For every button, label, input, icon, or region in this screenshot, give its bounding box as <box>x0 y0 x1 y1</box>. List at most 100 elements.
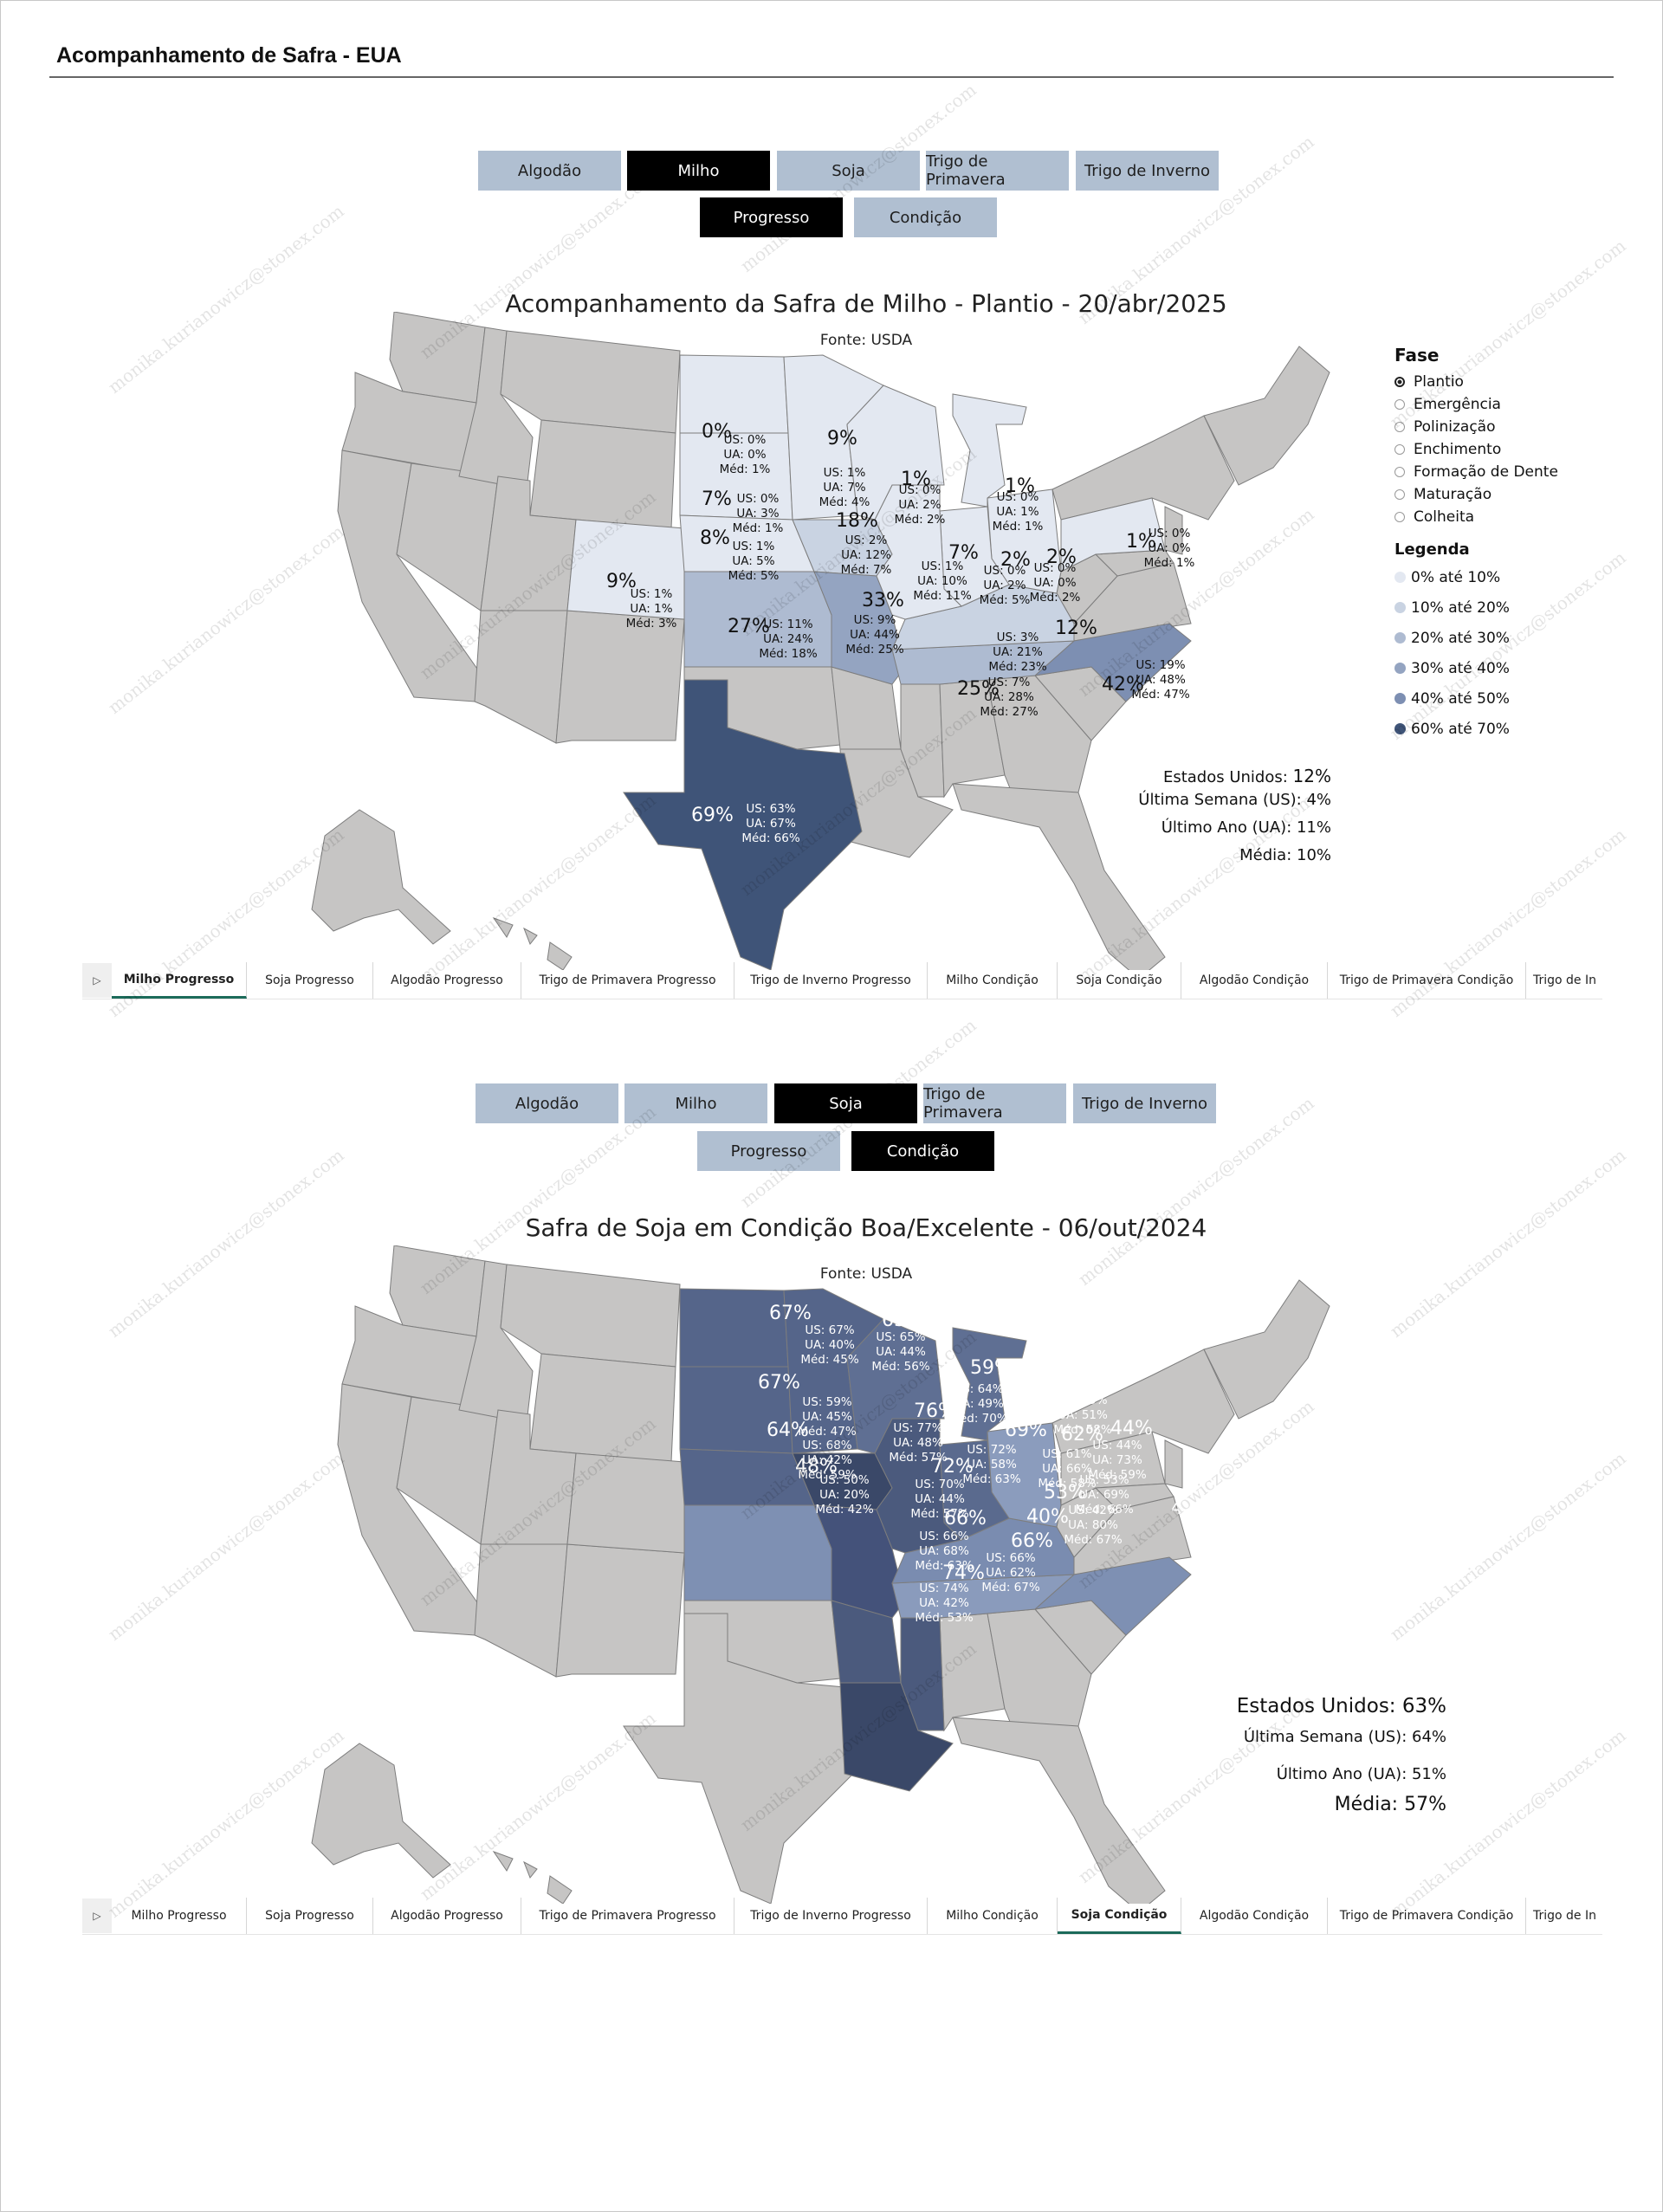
crop-button-trigo-inverno[interactable]: Trigo de Inverno <box>1076 151 1219 191</box>
summary-last-year: Último Ano (UA): 51% <box>1276 1765 1446 1783</box>
crop-button-milho[interactable]: Milho <box>624 1083 767 1123</box>
phase-label: Emergência <box>1414 396 1501 413</box>
tab-milho-condicao[interactable]: Milho Condição <box>928 962 1058 999</box>
state-detail-us: US: 61% <box>1042 1447 1091 1461</box>
state-detail-us: US: 66% <box>919 1530 968 1543</box>
tab-trigo-de-primavera-condicao[interactable]: Trigo de Primavera Condição <box>1328 1898 1526 1934</box>
state-value-sd: 7% <box>702 488 732 510</box>
state-detail-med: Méd: 18% <box>759 647 818 661</box>
state-value-mn: 9% <box>827 428 857 450</box>
state-detail-us: US: 0% <box>997 490 1039 504</box>
tab-trigo-de-inverno-progresso[interactable]: Trigo de Inverno Progresso <box>734 1898 928 1934</box>
crop-button-trigo-inverno[interactable]: Trigo de Inverno <box>1073 1083 1216 1123</box>
state-detail-med: Méd: 3% <box>626 617 677 631</box>
mode-button-condicao[interactable]: Condição <box>854 197 997 237</box>
state-detail-us: US: 0% <box>984 564 1026 578</box>
tab-trigo-de-primavera-progresso[interactable]: Trigo de Primavera Progresso <box>521 962 734 999</box>
state-detail-ua: UA: 73% <box>1092 1453 1142 1467</box>
state-value-mo: 72% <box>931 1456 974 1478</box>
swatch-icon <box>1394 572 1406 583</box>
phase-option-colheita[interactable]: Colheita <box>1394 506 1620 528</box>
tab-trigo-de-primavera-condicao[interactable]: Trigo de Primavera Condição <box>1328 962 1526 999</box>
legend-bin: 30% até 40% <box>1394 653 1620 683</box>
phase-option-maturacao[interactable]: Maturação <box>1394 483 1620 506</box>
state-detail-ua: UA: 0% <box>1033 576 1076 590</box>
phase-option-enchimento[interactable]: Enchimento <box>1394 438 1620 461</box>
tab-trigo-de-primavera-progresso[interactable]: Trigo de Primavera Progresso <box>521 1898 734 1934</box>
tab-scroll-play-icon[interactable]: ▷ <box>82 1898 112 1933</box>
state-detail-med: Méd: 66% <box>741 831 800 845</box>
tab-soja-progresso[interactable]: Soja Progresso <box>247 962 373 999</box>
state-detail-ua: UA: 1% <box>630 602 672 616</box>
state-detail-med: Méd: 25% <box>845 643 904 656</box>
tab-trigo-de-inverno-progresso[interactable]: Trigo de Inverno Progresso <box>734 962 928 999</box>
state-detail-us: US: 19% <box>1136 658 1185 672</box>
tab-algodao-progresso[interactable]: Algodão Progresso <box>373 1898 521 1934</box>
state-detail-med: Méd: 58% <box>1053 1423 1112 1437</box>
legend-bin: 10% até 20% <box>1394 592 1620 623</box>
tab-soja-condicao[interactable]: Soja Condição <box>1058 962 1181 999</box>
state-detail-ua: UA: 62% <box>1196 1510 1246 1523</box>
tab-scroll-play-icon[interactable]: ▷ <box>82 963 112 998</box>
legend-bin: 60% até 70% <box>1394 714 1620 744</box>
state-detail-us: US: 66% <box>986 1551 1035 1565</box>
crop-button-trigo-primavera[interactable]: Trigo de Primavera <box>926 151 1069 191</box>
tab-trigo-de-in[interactable]: Trigo de In <box>1526 1898 1602 1934</box>
state-detail-ua: UA: 0% <box>723 448 766 462</box>
state-value-sd: 67% <box>758 1372 800 1394</box>
tab-algodao-condicao[interactable]: Algodão Condição <box>1181 1898 1328 1934</box>
phase-option-formacao-dente[interactable]: Formação de Dente <box>1394 461 1620 483</box>
state-md <box>1094 1483 1174 1510</box>
summary-us-value: 63% <box>1401 1695 1446 1717</box>
legend-bin: 20% até 30% <box>1394 623 1620 653</box>
phase-option-polinizacao[interactable]: Polinização <box>1394 416 1620 438</box>
state-detail-ua: UA: 10% <box>917 574 967 588</box>
state-detail-ua: UA: 24% <box>763 632 813 646</box>
state-value-in: 62% <box>1061 1424 1103 1446</box>
state-value-oh: 44% <box>1110 1418 1153 1439</box>
crop-button-milho[interactable]: Milho <box>627 151 770 191</box>
phase-option-plantio[interactable]: Plantio <box>1394 371 1620 393</box>
state-detail-us: US: 68% <box>802 1439 851 1452</box>
state-ne_eng <box>1203 1279 1330 1420</box>
phase-label: Polinização <box>1414 418 1496 436</box>
state-detail-ua: UA: 48% <box>1136 673 1186 687</box>
state-detail-us: US: 0% <box>737 492 780 506</box>
state-detail-ua: UA: 69% <box>1079 1488 1129 1502</box>
state-detail-med: Méd: 2% <box>1030 591 1081 605</box>
state-value-wi: 1% <box>901 469 931 490</box>
crop-button-soja[interactable]: Soja <box>774 1083 917 1123</box>
phase-option-emergencia[interactable]: Emergência <box>1394 393 1620 416</box>
tab-algodao-condicao[interactable]: Algodão Condição <box>1181 962 1328 999</box>
tab-trigo-de-in[interactable]: Trigo de In <box>1526 962 1602 999</box>
summary-us-label: Estados Unidos: <box>1162 768 1288 786</box>
state-az <box>474 1543 568 1678</box>
state-value-nc: 46% <box>1171 1497 1213 1519</box>
state-value-la: 74% <box>942 1562 985 1584</box>
mode-button-progresso[interactable]: Progresso <box>697 1131 840 1171</box>
mode-button-progresso[interactable]: Progresso <box>700 197 843 237</box>
legend-bin: 0% até 10% <box>1394 562 1620 592</box>
crop-button-soja[interactable]: Soja <box>777 151 920 191</box>
tab-soja-condicao[interactable]: Soja Condição <box>1058 1898 1181 1934</box>
state-detail-med: Méd: 56% <box>871 1360 930 1374</box>
tab-milho-condicao[interactable]: Milho Condição <box>928 1898 1058 1934</box>
tab-algodao-progresso[interactable]: Algodão Progresso <box>373 962 521 999</box>
radio-icon <box>1394 467 1405 477</box>
state-fl <box>952 1717 1166 1904</box>
state-value-tn: 40% <box>1026 1506 1069 1528</box>
state-detail-us: US: 65% <box>876 1330 925 1344</box>
tab-soja-progresso[interactable]: Soja Progresso <box>247 1898 373 1934</box>
state-detail-med: Méd: 2% <box>895 513 946 527</box>
state-value-nd: 0% <box>702 421 732 443</box>
crop-button-algodao[interactable]: Algodão <box>478 151 621 191</box>
state-detail-us: US: 1% <box>922 559 964 573</box>
tab-milho-progresso[interactable]: Milho Progresso <box>112 962 247 999</box>
state-detail-us: US: 9% <box>854 613 896 627</box>
phase-label: Plantio <box>1414 373 1464 391</box>
crop-button-trigo-primavera[interactable]: Trigo de Primavera <box>923 1083 1066 1123</box>
crop-button-algodao[interactable]: Algodão <box>476 1083 618 1123</box>
state-detail-us: US: 0% <box>1149 527 1191 540</box>
tab-milho-progresso[interactable]: Milho Progresso <box>112 1898 247 1934</box>
mode-button-condicao[interactable]: Condição <box>851 1131 994 1171</box>
